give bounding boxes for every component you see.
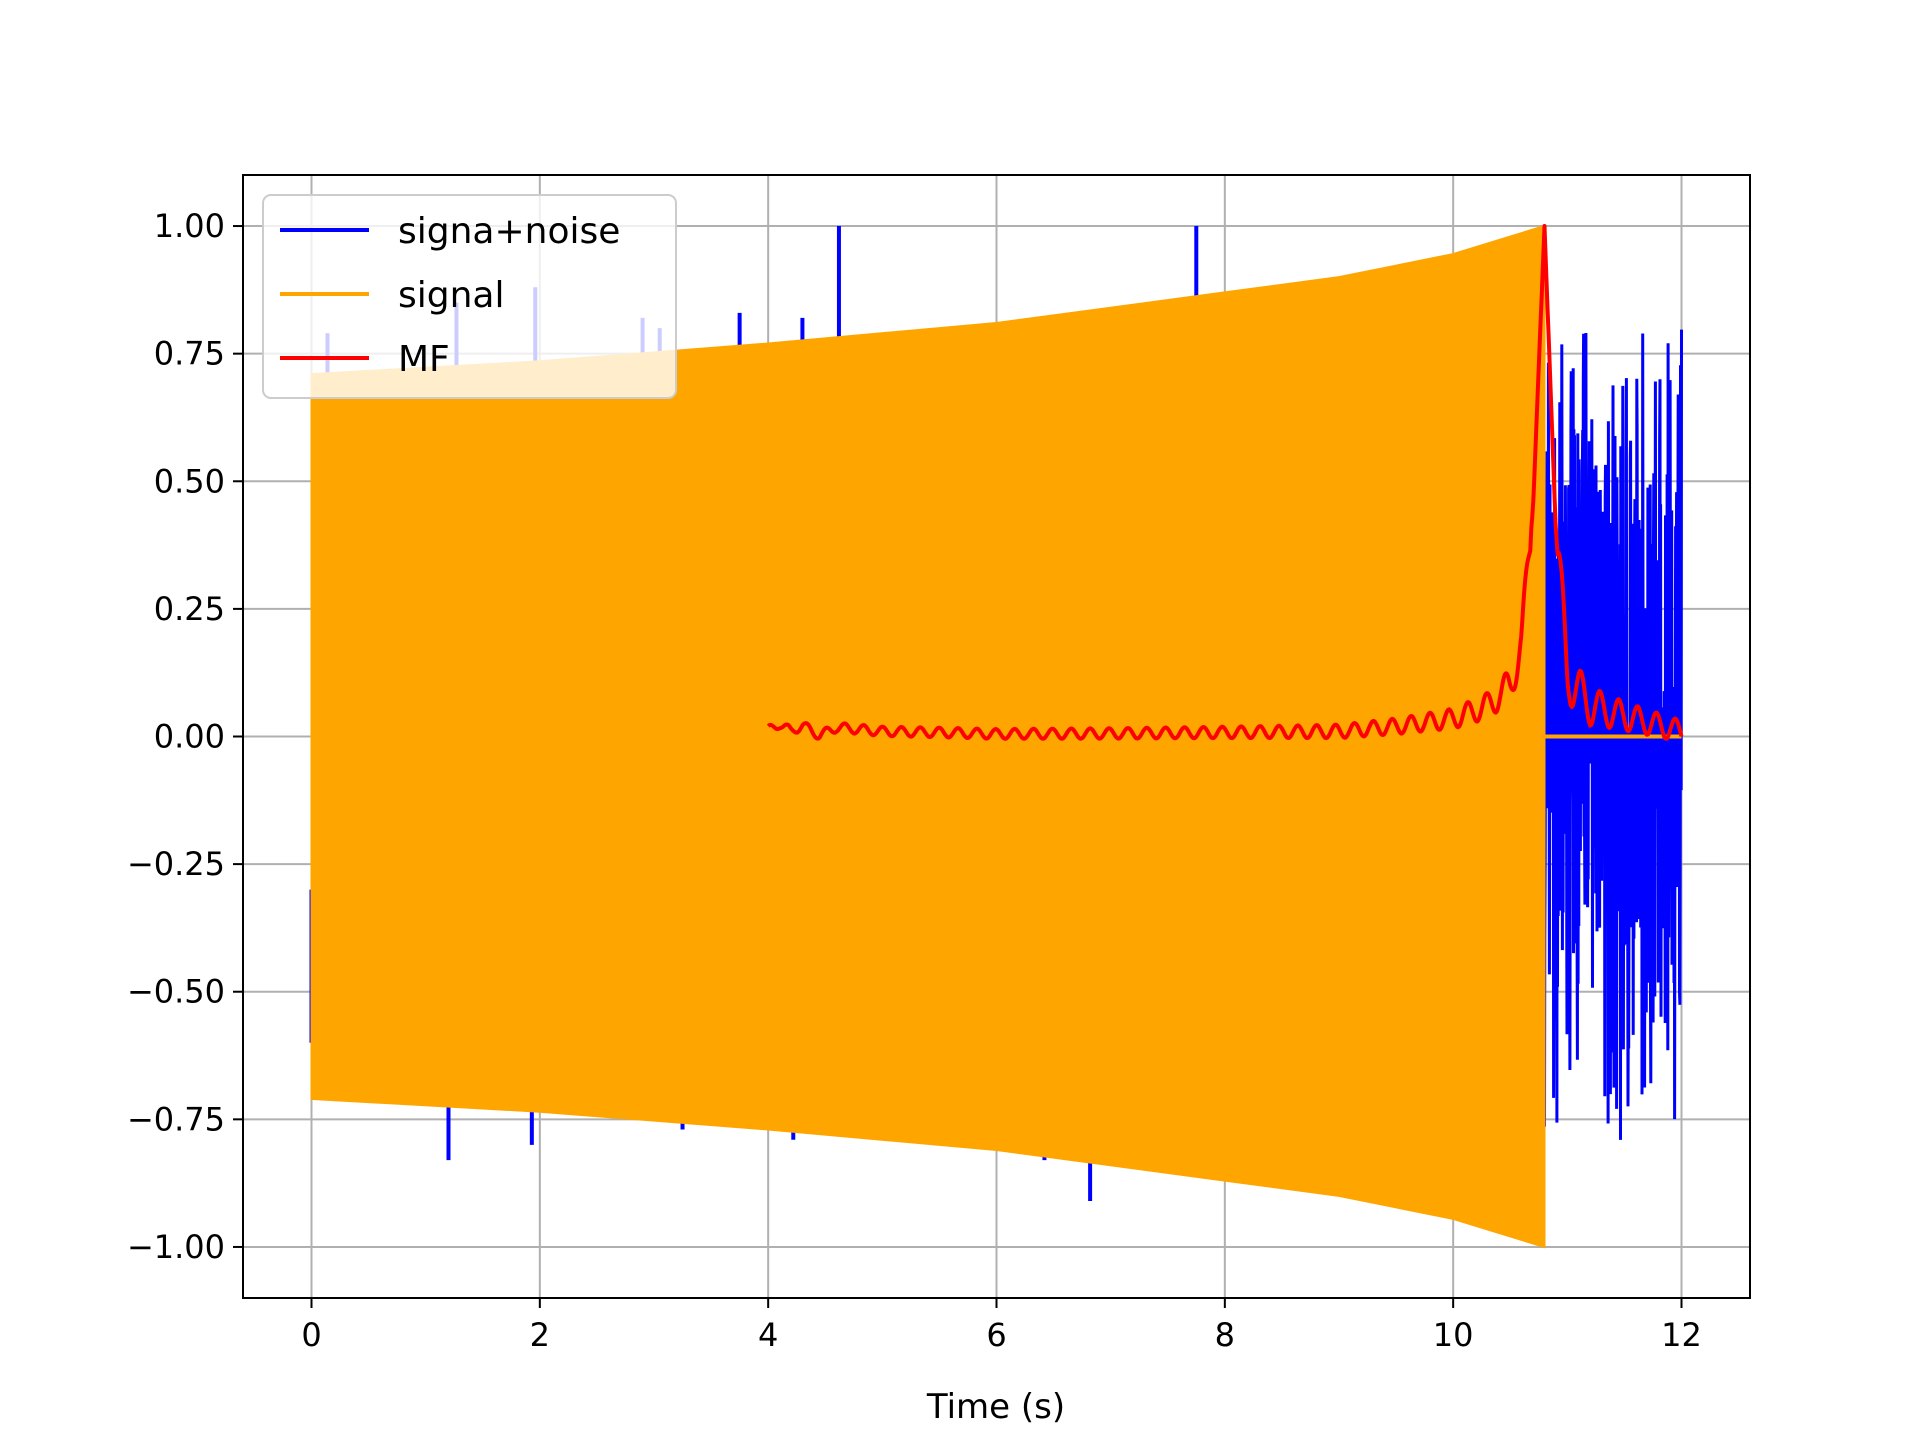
legend: signa+noise signal MF xyxy=(262,194,677,399)
x-axis-ticks: 0 2 4 6 8 10 12 xyxy=(301,1298,1702,1354)
y-tick-label: 1.00 xyxy=(154,207,225,245)
x-tick-label: 6 xyxy=(986,1316,1006,1354)
y-tick-label: 0.00 xyxy=(154,718,225,756)
y-tick-label: −0.50 xyxy=(127,973,225,1011)
mf-trace xyxy=(766,224,1684,741)
x-tick-label: 0 xyxy=(301,1316,321,1354)
y-tick-label: 0.50 xyxy=(154,462,225,500)
x-tick-label: 4 xyxy=(758,1316,778,1354)
noise-trace xyxy=(1543,329,1683,1140)
series-mf xyxy=(766,224,1684,741)
y-tick-label: −0.75 xyxy=(127,1100,225,1138)
y-axis-ticks: 1.00 0.75 0.50 0.25 0.00 −0.25 −0.50 −0.75 −1.00 xyxy=(127,207,243,1266)
y-tick-label: −1.00 xyxy=(127,1228,225,1266)
x-tick-label: 12 xyxy=(1661,1316,1702,1354)
legend-box xyxy=(262,194,677,399)
x-tick-label: 2 xyxy=(530,1316,550,1354)
legend-label-signa-noise: signa+noise xyxy=(398,211,620,252)
y-tick-label: 0.75 xyxy=(154,335,225,373)
legend-label-mf: MF xyxy=(398,339,450,380)
x-tick-label: 10 xyxy=(1433,1316,1474,1354)
x-tick-label: 8 xyxy=(1215,1316,1235,1354)
y-tick-label: 0.25 xyxy=(154,590,225,628)
y-tick-label: −0.25 xyxy=(127,845,225,883)
x-axis-label: Time (s) xyxy=(926,1387,1065,1427)
legend-label-signal: signal xyxy=(398,275,505,316)
